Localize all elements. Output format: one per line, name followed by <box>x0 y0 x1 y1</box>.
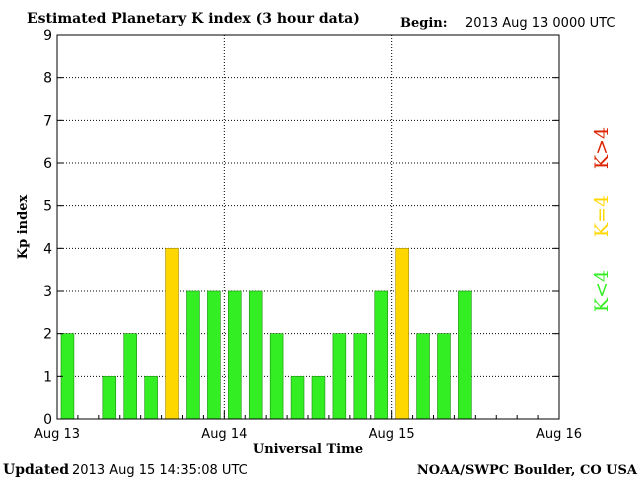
begin-value: 2013 Aug 13 0000 UTC <box>465 16 615 31</box>
updated-label: Updated <box>3 462 69 478</box>
legend-high: K>4 <box>591 127 613 169</box>
x-axis-label: Universal Time <box>253 442 363 457</box>
y-tick-label: 9 <box>43 28 52 44</box>
y-tick-label: 3 <box>43 284 52 300</box>
updated-value: 2013 Aug 15 14:35:08 UTC <box>72 463 248 478</box>
y-tick-label: 4 <box>43 241 52 257</box>
kp-bar <box>290 376 305 420</box>
kp-bar <box>311 376 326 420</box>
kp-bar <box>374 290 388 420</box>
plot-area <box>57 35 559 419</box>
kp-bar <box>123 333 137 420</box>
kp-bar <box>395 248 409 420</box>
kp-bar <box>165 248 179 420</box>
legend-low: K<4 <box>591 270 613 312</box>
y-tick-label: 2 <box>43 327 52 343</box>
y-axis-ticks: 0 1 2 3 4 5 6 7 8 9 <box>43 28 559 428</box>
kp-bar <box>102 376 117 420</box>
kp-bar <box>228 290 242 420</box>
x-tick-label: Aug 16 <box>536 427 582 442</box>
y-tick-label: 0 <box>43 412 52 428</box>
bars-group <box>60 248 472 420</box>
y-tick-label: 5 <box>43 199 52 215</box>
kp-bar <box>269 333 284 420</box>
x-tick-label: Aug 13 <box>34 427 80 442</box>
x-tick-label: Aug 15 <box>369 427 415 442</box>
kp-bar <box>458 290 472 420</box>
begin-label: Begin: <box>400 16 448 31</box>
y-tick-label: 6 <box>43 156 52 172</box>
chart-title: Estimated Planetary K index (3 hour data… <box>27 11 360 27</box>
x-tick-label: Aug 14 <box>201 427 247 442</box>
grid-lines <box>57 35 559 419</box>
y-tick-label: 7 <box>43 113 52 129</box>
kp-bar <box>332 333 347 420</box>
kp-bar <box>186 290 200 420</box>
kp-bar <box>416 333 430 420</box>
y-tick-label: 1 <box>43 369 52 385</box>
legend-equal: K=4 <box>591 195 613 237</box>
y-axis-label: Kp index <box>16 195 31 260</box>
kp-bar <box>437 333 451 420</box>
y-tick-label: 8 <box>43 71 52 87</box>
source-credit: NOAA/SWPC Boulder, CO USA <box>417 463 638 478</box>
kp-bar <box>248 290 263 420</box>
x-axis-ticks: Aug 13 Aug 14 Aug 15 Aug 16 <box>34 411 582 442</box>
kp-bar <box>144 376 158 420</box>
kp-bar <box>207 290 221 420</box>
kp-bar <box>353 333 368 420</box>
